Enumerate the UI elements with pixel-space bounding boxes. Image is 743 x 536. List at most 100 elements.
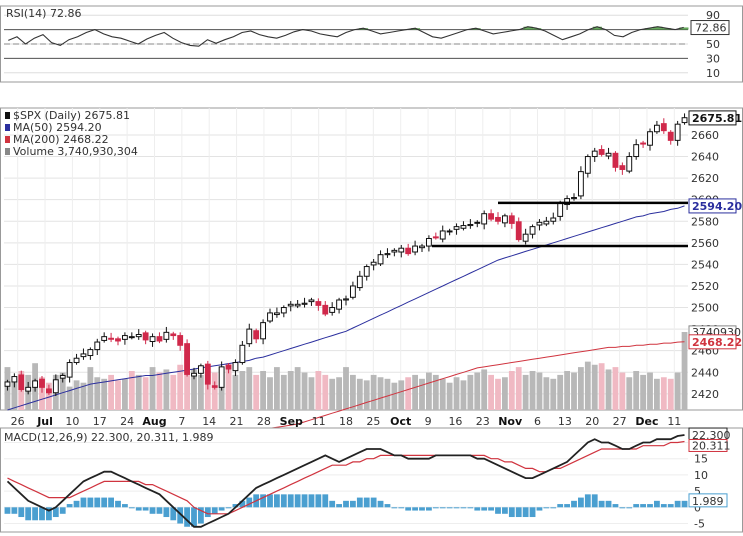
candle-body — [626, 156, 633, 172]
macd-histogram-bar — [571, 500, 577, 508]
volume-bar — [191, 369, 197, 410]
candle-body — [267, 312, 273, 322]
volume-bar — [253, 374, 260, 410]
macd-histogram-bar — [605, 500, 612, 508]
legend-swatch — [5, 148, 10, 155]
macd-histogram-bar — [66, 504, 73, 508]
x-axis-label: Jul — [36, 415, 53, 428]
volume-bar — [391, 382, 398, 410]
macd-histogram-bar — [294, 494, 301, 508]
macd-histogram-bar — [122, 504, 128, 508]
volume-bar — [274, 367, 280, 410]
candle-body — [398, 247, 405, 253]
candle-body — [536, 221, 543, 226]
ma200-tag-box — [688, 334, 737, 350]
macd-histogram-bar — [508, 507, 515, 518]
macd-histogram-bar — [398, 507, 405, 509]
volume-bar — [163, 369, 170, 410]
x-axis-label: 18 — [339, 415, 353, 428]
macd-histogram-bar — [370, 497, 377, 508]
candle-body — [149, 336, 156, 343]
macd-histogram-bar — [584, 494, 591, 508]
volume-bar — [329, 378, 336, 410]
volume-bar — [460, 380, 467, 410]
candle-body — [39, 378, 45, 388]
candle-body — [45, 388, 52, 394]
macd-histogram-bar — [170, 507, 177, 521]
volume-bar — [204, 371, 211, 410]
volume-bar — [419, 378, 425, 410]
candle-body — [280, 307, 287, 314]
macd-tick-label: 10 — [694, 469, 708, 482]
macd-histogram-bar — [87, 497, 94, 508]
volume-bar — [439, 378, 446, 410]
x-axis-label: 13 — [558, 415, 572, 428]
price-legend-item: MA(200) 2468.22 — [13, 133, 109, 146]
candle-body — [515, 221, 522, 241]
rsi-line — [8, 26, 684, 47]
macd-histogram-bar — [246, 497, 253, 508]
macd-histogram-bar — [18, 507, 25, 518]
price-tick-label: 2500 — [691, 302, 719, 315]
candle-body — [460, 225, 467, 229]
ma50-tag: 2594.20 — [692, 200, 742, 213]
candle-body — [177, 335, 184, 346]
volume-bar — [405, 377, 412, 410]
volume-bar — [640, 374, 646, 410]
x-axis-label: 24 — [120, 415, 134, 428]
candle-body — [294, 303, 301, 307]
macd-histogram-bar — [73, 500, 80, 508]
volume-bar — [177, 364, 184, 410]
volume-bar — [170, 374, 177, 410]
candle-body — [356, 275, 363, 289]
macd-histogram-bar — [267, 494, 273, 508]
volume-bar — [557, 374, 564, 410]
macd-panel — [0, 427, 743, 533]
candle-body — [577, 171, 584, 197]
candle-body — [232, 362, 239, 372]
candle-body — [495, 216, 501, 222]
macd-histogram-bar — [225, 507, 232, 509]
ma50-tag-box — [688, 198, 737, 214]
macd-histogram-bar — [4, 507, 11, 514]
macd-histogram-bar — [647, 504, 653, 508]
macd-histogram-bar — [446, 507, 453, 509]
price-tick-label: 2420 — [691, 388, 719, 401]
volume-bar — [453, 377, 460, 410]
macd-histogram-bar — [46, 507, 52, 521]
macd-histogram-bar — [32, 507, 38, 521]
macd-histogram-bar — [52, 507, 59, 518]
candle-body — [308, 299, 315, 303]
rsi-overbought-fill — [358, 28, 369, 30]
candle-body — [633, 144, 640, 158]
macd-histogram-bar — [495, 507, 501, 514]
macd-histogram-bar — [667, 504, 674, 508]
volume-bar — [149, 367, 156, 410]
volume-bar — [128, 371, 135, 410]
macd-histogram-bar — [391, 507, 398, 509]
signal-tag-box — [688, 438, 728, 452]
rsi-tick-label: 50 — [706, 38, 720, 51]
macd-histogram-bar — [654, 500, 660, 508]
candle-body — [474, 221, 481, 224]
last-price-tag: 2675.81 — [692, 112, 742, 125]
macd-histogram-bar — [626, 507, 633, 509]
candle-body — [591, 150, 598, 158]
candle-body — [343, 298, 349, 301]
candle-body — [522, 233, 529, 242]
macd-histogram-bar — [11, 507, 18, 514]
candle-body — [660, 123, 667, 132]
macd-histogram-bar — [350, 500, 356, 508]
candle-body — [336, 299, 343, 310]
volume-bar — [681, 332, 688, 410]
candle-body — [384, 253, 391, 256]
macd-histogram-bar — [80, 497, 87, 508]
macd-histogram-bar — [211, 507, 218, 514]
candle-body — [225, 364, 232, 370]
macd-histogram-bar — [439, 507, 446, 509]
macd-histogram-bar — [156, 507, 163, 514]
price-tick-label: 2660 — [691, 129, 719, 142]
volume-bar — [267, 377, 273, 410]
candle-body — [156, 336, 163, 342]
